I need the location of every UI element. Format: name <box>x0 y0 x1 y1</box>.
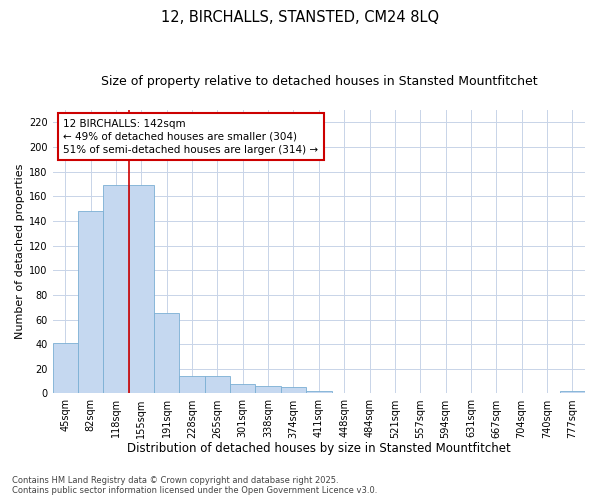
Text: Contains HM Land Registry data © Crown copyright and database right 2025.
Contai: Contains HM Land Registry data © Crown c… <box>12 476 377 495</box>
Text: 12, BIRCHALLS, STANSTED, CM24 8LQ: 12, BIRCHALLS, STANSTED, CM24 8LQ <box>161 10 439 25</box>
Bar <box>78 211 103 394</box>
Bar <box>256 386 281 394</box>
Bar <box>103 185 129 394</box>
Bar <box>53 343 78 394</box>
Bar <box>179 376 205 394</box>
Bar <box>306 391 332 394</box>
Text: 12 BIRCHALLS: 142sqm
← 49% of detached houses are smaller (304)
51% of semi-deta: 12 BIRCHALLS: 142sqm ← 49% of detached h… <box>63 118 319 155</box>
Bar <box>205 376 230 394</box>
Bar <box>129 185 154 394</box>
Title: Size of property relative to detached houses in Stansted Mountfitchet: Size of property relative to detached ho… <box>101 75 537 88</box>
Bar <box>230 384 256 394</box>
Bar <box>560 391 585 394</box>
Y-axis label: Number of detached properties: Number of detached properties <box>15 164 25 340</box>
Bar <box>281 388 306 394</box>
X-axis label: Distribution of detached houses by size in Stansted Mountfitchet: Distribution of detached houses by size … <box>127 442 511 455</box>
Bar <box>154 314 179 394</box>
